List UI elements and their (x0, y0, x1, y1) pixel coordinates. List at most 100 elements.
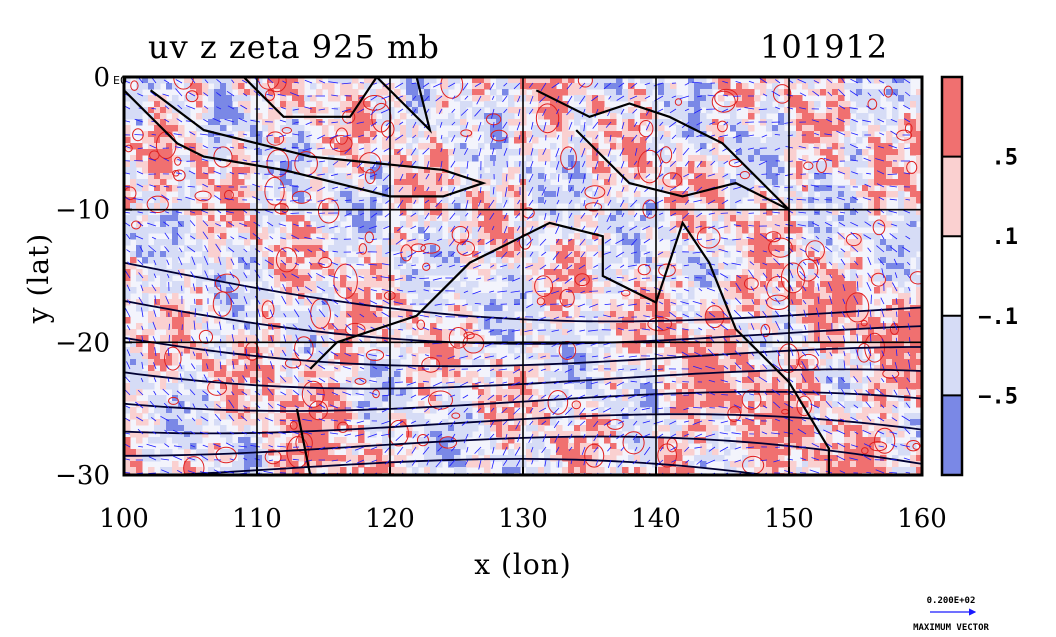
vorticity-cell (508, 281, 515, 288)
vorticity-cell (316, 317, 323, 324)
vorticity-cell (238, 365, 245, 372)
vorticity-cell (880, 365, 887, 372)
vorticity-cell (754, 167, 761, 174)
vorticity-cell (358, 299, 365, 306)
vorticity-cell (712, 245, 719, 252)
vorticity-cell (184, 311, 191, 318)
chart-title: uv z zeta 925 mb (148, 28, 440, 66)
vorticity-cell (340, 215, 347, 222)
vorticity-cell (346, 89, 353, 96)
vorticity-cell (910, 383, 917, 390)
vorticity-cell (346, 239, 353, 246)
vorticity-cell (280, 89, 287, 96)
vorticity-cell (574, 167, 581, 174)
vorticity-cell (370, 365, 377, 372)
vorticity-cell (490, 227, 497, 234)
vorticity-cell (340, 119, 347, 126)
vorticity-cell (256, 233, 263, 240)
vorticity-cell (304, 185, 311, 192)
vorticity-cell (844, 263, 851, 270)
vorticity-cell (226, 203, 233, 210)
vorticity-cell (466, 89, 473, 96)
vorticity-cell (316, 275, 323, 282)
vorticity-cell (430, 95, 437, 102)
vorticity-cell (766, 311, 773, 318)
vorticity-cell (202, 221, 209, 228)
vorticity-cell (358, 293, 365, 300)
vorticity-cell (838, 305, 845, 312)
vorticity-cell (880, 341, 887, 348)
vorticity-cell (718, 173, 725, 180)
vorticity-cell (718, 335, 725, 342)
vorticity-cell (514, 185, 521, 192)
vorticity-cell (370, 395, 377, 402)
vorticity-cell (430, 191, 437, 198)
vorticity-cell (736, 191, 743, 198)
vorticity-cell (220, 287, 227, 294)
vorticity-cell (340, 353, 347, 360)
vorticity-cell (304, 299, 311, 306)
vorticity-cell (850, 263, 857, 270)
vorticity-cell (166, 383, 173, 390)
vorticity-cell (526, 95, 533, 102)
vorticity-cell (334, 209, 341, 216)
vorticity-cell (346, 347, 353, 354)
vorticity-cell (772, 275, 779, 282)
vorticity-cell (586, 185, 593, 192)
vorticity-cell (298, 281, 305, 288)
vorticity-cell (262, 89, 269, 96)
vorticity-cell (484, 353, 491, 360)
vorticity-cell (664, 179, 671, 186)
vorticity-cell (904, 179, 911, 186)
vorticity-cell (430, 257, 437, 264)
vorticity-cell (592, 287, 599, 294)
vorticity-cell (196, 323, 203, 330)
vorticity-cell (406, 131, 413, 138)
vorticity-cell (550, 395, 557, 402)
vorticity-cell (538, 149, 545, 156)
vorticity-cell (724, 383, 731, 390)
vorticity-cell (460, 245, 467, 252)
vorticity-cell (460, 215, 467, 222)
vorticity-cell (160, 197, 167, 204)
vorticity-cell (778, 131, 785, 138)
vorticity-cell (664, 119, 671, 126)
vorticity-cell (238, 203, 245, 210)
vorticity-cell (874, 179, 881, 186)
vorticity-cell (370, 317, 377, 324)
vorticity-cell (124, 329, 131, 336)
vorticity-cell (796, 263, 803, 270)
vorticity-cell (466, 317, 473, 324)
vorticity-cell (790, 185, 797, 192)
vorticity-cell (862, 311, 869, 318)
vorticity-cell (352, 317, 359, 324)
vorticity-cell (874, 371, 881, 378)
vorticity-cell (466, 311, 473, 318)
vorticity-cell (850, 245, 857, 252)
vorticity-cell (400, 389, 407, 396)
vorticity-cell (250, 137, 257, 144)
vorticity-cell (544, 77, 551, 84)
vorticity-cell (160, 299, 167, 306)
vorticity-cell (676, 155, 683, 162)
vorticity-cell (160, 119, 167, 126)
vorticity-cell (640, 395, 647, 402)
vorticity-cell (388, 125, 395, 132)
vorticity-cell (268, 305, 275, 312)
vorticity-cell (208, 143, 215, 150)
vorticity-cell (598, 269, 605, 276)
vorticity-cell (418, 293, 425, 300)
vorticity-cell (826, 341, 833, 348)
vorticity-cell (760, 347, 767, 354)
vorticity-cell (622, 227, 629, 234)
vorticity-cell (172, 317, 179, 324)
vorticity-cell (622, 365, 629, 372)
vorticity-cell (838, 143, 845, 150)
vorticity-cell (220, 125, 227, 132)
vorticity-cell (856, 209, 863, 216)
vorticity-cell (478, 335, 485, 342)
vorticity-cell (286, 365, 293, 372)
vorticity-cell (514, 107, 521, 114)
vorticity-cell (490, 251, 497, 258)
vorticity-cell (844, 167, 851, 174)
